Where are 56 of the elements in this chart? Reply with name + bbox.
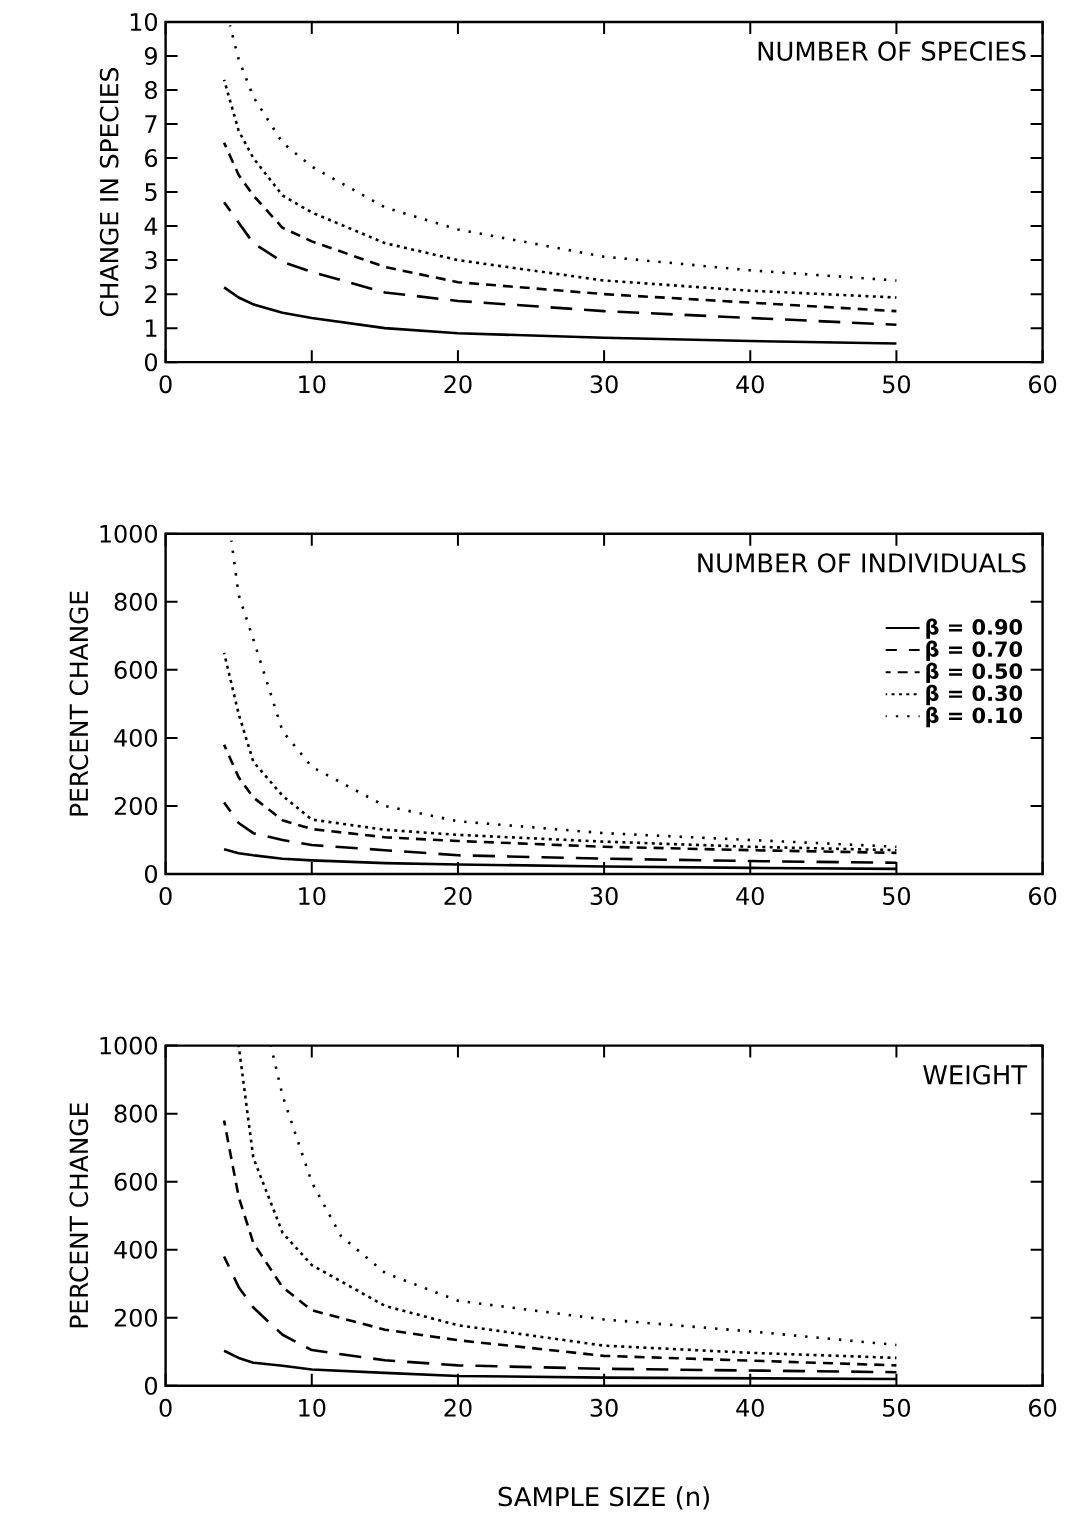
y-tick-label: 0	[145, 864, 158, 884]
y-axis-title: PERCENT CHANGE	[69, 1103, 89, 1328]
x-tick-label: 30	[590, 1398, 618, 1417]
y-tick-label: 6	[145, 149, 158, 168]
y-tick-label: 800	[114, 1104, 158, 1123]
y-tick-label: 5	[145, 183, 157, 201]
text: NUMBER OF SPECIES	[758, 41, 1026, 61]
y-tick-label: 1000	[100, 1036, 158, 1055]
y-tick-label: 600	[114, 660, 158, 679]
x-tick-label: 60	[1029, 1398, 1057, 1417]
x-tick-label: 20	[444, 886, 472, 906]
y-axis-title: CHANGE IN SPECIES	[100, 68, 119, 317]
y-tick-label: 7	[145, 115, 157, 133]
legend-label: β = 0.90	[926, 618, 1023, 639]
text: WEIGHT	[923, 1065, 1028, 1085]
x-tick-label: 50	[883, 1398, 911, 1417]
y-tick-label: 1	[146, 319, 157, 337]
x-tick-label: 10	[299, 886, 326, 906]
x-tick-label: 0	[159, 375, 172, 394]
y-tick-label: 400	[114, 728, 158, 747]
x-tick-label: 60	[1029, 375, 1057, 394]
x-tick-label: 10	[299, 1398, 326, 1417]
x-tick-label: 40	[736, 886, 765, 906]
x-tick-label: 0	[159, 1398, 172, 1417]
x-axis-title: SAMPLE SIZE (n)	[498, 1486, 710, 1510]
x-tick-label: 30	[590, 375, 618, 394]
y-tick-label: 3	[145, 251, 157, 270]
y-tick-label: 0	[145, 353, 158, 372]
x-tick-label: 60	[1029, 886, 1057, 906]
legend-label: β = 0.50	[926, 662, 1023, 684]
y-tick-label: 8	[145, 80, 158, 100]
x-tick-label: 10	[299, 375, 326, 394]
y-tick-label: 2	[145, 285, 157, 303]
y-tick-label: 200	[115, 1308, 158, 1327]
y-tick-label: 600	[114, 1172, 158, 1191]
y-tick-label: 10	[131, 12, 158, 31]
legend-label: β = 0.70	[926, 640, 1023, 661]
x-tick-label: 20	[444, 375, 472, 394]
y-axis-title: PERCENT CHANGE	[69, 591, 89, 816]
x-tick-label: 20	[444, 1398, 472, 1417]
y-tick-label: 1000	[100, 524, 158, 543]
x-tick-label: 40	[736, 375, 765, 394]
y-tick-label: 800	[114, 592, 158, 611]
text: NUMBER OF INDIVIDUALS	[698, 553, 1026, 573]
x-tick-label: 50	[883, 375, 911, 394]
y-tick-label: 200	[115, 796, 158, 815]
y-tick-label: 400	[114, 1240, 158, 1259]
y-tick-label: 0	[145, 1376, 158, 1395]
y-tick-label: 4	[144, 217, 158, 235]
x-tick-label: 30	[590, 886, 618, 906]
legend-label: β = 0.10	[926, 706, 1023, 728]
x-tick-label: 0	[159, 886, 172, 906]
legend-label: β = 0.30	[926, 684, 1023, 706]
x-tick-label: 50	[883, 886, 911, 906]
x-tick-label: 40	[736, 1398, 765, 1417]
y-tick-label: 9	[145, 46, 158, 66]
